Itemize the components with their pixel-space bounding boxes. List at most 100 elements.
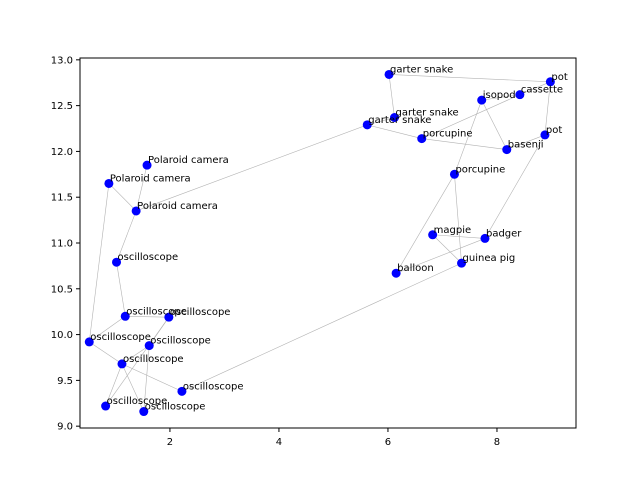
y-tick-label: 12.5 bbox=[51, 101, 73, 112]
point-label: oscilloscope bbox=[123, 354, 184, 365]
point-label: magpie bbox=[434, 225, 472, 236]
point-label: basenji bbox=[508, 140, 544, 151]
point-label: Polaroid camera bbox=[110, 173, 191, 184]
y-tick-label: 13.0 bbox=[51, 55, 73, 66]
edge-line bbox=[519, 81, 551, 95]
edge-line bbox=[89, 316, 126, 343]
point-label: oscilloscope bbox=[145, 402, 206, 413]
data-point bbox=[142, 160, 152, 170]
point-label: balloon bbox=[397, 263, 434, 274]
y-tick-label: 10.5 bbox=[51, 284, 73, 295]
edge-line bbox=[105, 317, 170, 407]
point-label: garter snake bbox=[368, 115, 431, 126]
y-tick-label: 9.0 bbox=[57, 422, 73, 433]
data-point bbox=[144, 341, 154, 351]
data-point bbox=[449, 169, 459, 179]
data-point bbox=[545, 77, 555, 87]
point-label: badger bbox=[486, 228, 522, 239]
edge-line bbox=[484, 134, 546, 239]
data-point bbox=[540, 130, 550, 140]
data-point bbox=[120, 311, 130, 321]
point-label: Polaroid camera bbox=[137, 201, 218, 212]
edge-line bbox=[125, 315, 169, 318]
edge-line bbox=[88, 183, 110, 342]
edge-line bbox=[121, 345, 150, 365]
edge-line bbox=[421, 94, 520, 139]
data-point bbox=[480, 233, 490, 243]
y-tick-label: 10.0 bbox=[51, 330, 73, 341]
y-tick-label: 11.5 bbox=[51, 193, 73, 204]
x-tick-label: 6 bbox=[385, 437, 391, 448]
point-label: oscilloscope bbox=[170, 307, 231, 318]
data-point bbox=[389, 113, 399, 123]
data-point bbox=[101, 401, 111, 411]
edge-line bbox=[389, 74, 551, 83]
data-point bbox=[515, 90, 525, 100]
point-label: cassette bbox=[521, 85, 563, 96]
point-label: garter snake bbox=[390, 64, 453, 75]
x-axis: 2 4 6 8 bbox=[167, 428, 500, 448]
data-point bbox=[417, 134, 427, 144]
data-point bbox=[131, 206, 141, 216]
data-point bbox=[104, 178, 114, 188]
y-tick-label: 9.5 bbox=[57, 376, 73, 387]
edge-line bbox=[116, 262, 126, 317]
point-label: oscilloscope bbox=[107, 396, 168, 407]
edge-line bbox=[367, 124, 422, 139]
x-tick-label: 8 bbox=[494, 437, 500, 448]
labels-layer: garter snake pot cassette isopod garter snak… bbox=[90, 64, 568, 412]
point-label: porcupine bbox=[423, 129, 473, 140]
data-point bbox=[139, 407, 149, 417]
x-tick-label: 2 bbox=[167, 437, 173, 448]
edge-line bbox=[396, 238, 486, 274]
data-point bbox=[428, 230, 438, 240]
edge-line bbox=[481, 99, 508, 150]
point-label: pot bbox=[551, 72, 567, 83]
point-label: oscilloscope bbox=[183, 381, 244, 392]
point-label: isopod bbox=[483, 90, 516, 101]
data-point bbox=[362, 120, 372, 130]
data-point bbox=[164, 312, 174, 322]
edge-line bbox=[432, 234, 485, 239]
data-point bbox=[477, 95, 487, 105]
edge-line bbox=[481, 94, 520, 101]
edges-layer bbox=[88, 74, 551, 412]
edge-line bbox=[367, 117, 395, 126]
edge-line bbox=[388, 74, 395, 118]
data-point bbox=[384, 69, 394, 79]
point-label: porcupine bbox=[455, 164, 505, 175]
point-label: pot bbox=[546, 125, 562, 136]
point-label: garter snake bbox=[395, 108, 458, 119]
edge-line bbox=[121, 363, 145, 412]
edge-line bbox=[181, 262, 462, 392]
y-tick-label: 12.0 bbox=[51, 147, 73, 158]
edge-line bbox=[136, 124, 368, 212]
edge-line bbox=[421, 138, 507, 150]
edge-line bbox=[544, 81, 551, 135]
edge-line bbox=[121, 363, 183, 392]
edge-line bbox=[116, 210, 137, 263]
data-point bbox=[391, 268, 401, 278]
point-label: Polaroid camera bbox=[148, 155, 229, 166]
data-point bbox=[502, 145, 512, 155]
edge-line bbox=[135, 165, 148, 212]
point-label: oscilloscope bbox=[150, 336, 211, 347]
edge-line bbox=[395, 174, 455, 274]
data-point bbox=[84, 337, 94, 347]
data-point bbox=[457, 258, 467, 268]
point-label: oscilloscope bbox=[118, 252, 179, 263]
point-label: oscilloscope bbox=[90, 332, 151, 343]
edge-line bbox=[432, 234, 462, 264]
edge-line bbox=[506, 134, 546, 150]
point-label: oscilloscope bbox=[126, 306, 187, 317]
plot-frame bbox=[79, 57, 577, 429]
x-tick-label: 4 bbox=[276, 437, 282, 448]
y-tick-label: 11.0 bbox=[51, 239, 73, 250]
data-point bbox=[177, 386, 187, 396]
edge-line bbox=[454, 100, 482, 175]
edge-line bbox=[89, 341, 123, 365]
point-label: guinea pig bbox=[463, 253, 516, 264]
y-axis: 9.0 9.5 10.0 10.5 11.0 11.5 12.0 12.5 13.0 bbox=[51, 55, 80, 433]
edge-line bbox=[105, 363, 123, 407]
